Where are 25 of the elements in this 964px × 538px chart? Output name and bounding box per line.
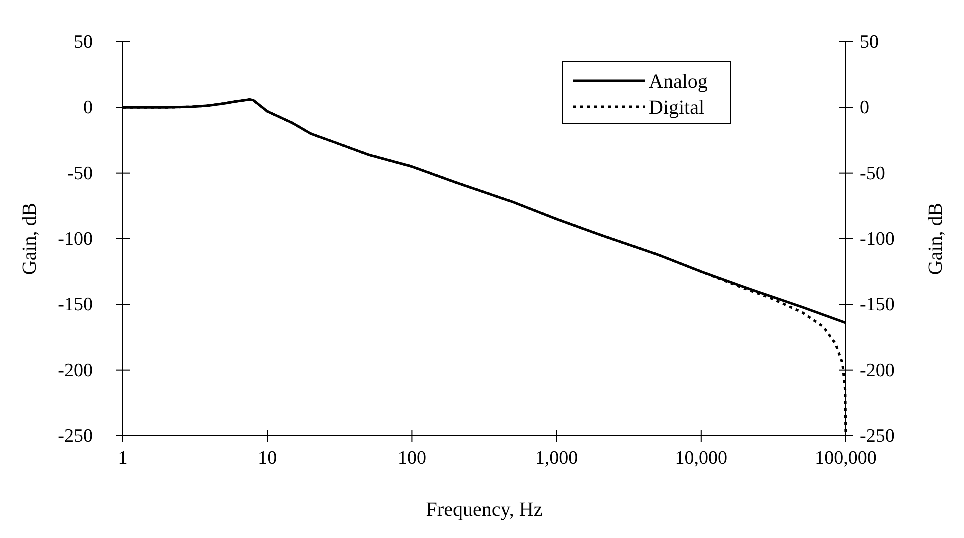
x-axis-title: Frequency, Hz	[426, 499, 543, 521]
y2-axis-title: Gain, dB	[925, 202, 947, 276]
x-tick-label: 1	[118, 448, 128, 469]
y-tick-label: 50	[74, 32, 93, 53]
x-tick-label: 100,000	[815, 448, 877, 469]
y2-tick-label: -150	[860, 294, 895, 316]
y-tick-label: -200	[58, 360, 93, 382]
x-tick-label: 1,000	[535, 448, 578, 469]
legend-label: Analog	[649, 71, 708, 93]
y-tick-label: -250	[58, 426, 93, 447]
y2-tick-label: -100	[860, 229, 895, 250]
y-tick-label: 0	[84, 98, 93, 119]
legend-label: Digital	[649, 97, 705, 119]
x-tick-label: 100	[398, 448, 426, 469]
y2-tick-label: 50	[860, 32, 879, 53]
y2-tick-label: 0	[860, 98, 870, 119]
x-tick-label: 10,000	[675, 448, 728, 469]
y-tick-label: -100	[58, 229, 93, 250]
y-axis-title: Gain, dB	[19, 202, 41, 276]
x-tick-label: 10	[258, 448, 278, 469]
y-tick-label: -150	[58, 294, 93, 316]
y2-tick-label: -250	[860, 426, 895, 447]
y2-tick-label: -200	[860, 360, 895, 382]
y2-tick-label: -50	[860, 163, 886, 184]
y-tick-label: -50	[68, 163, 93, 184]
